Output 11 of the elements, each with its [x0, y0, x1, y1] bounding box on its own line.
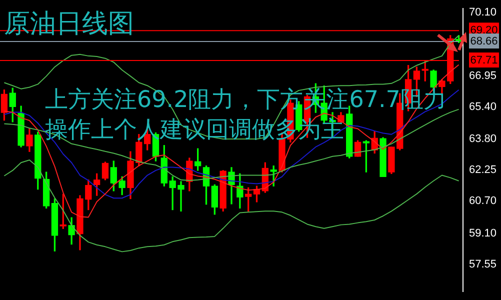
ref-line-label: 67.71: [470, 54, 498, 67]
ref-line-label: 68.66: [470, 36, 498, 48]
y-tick-label: 59.10: [469, 227, 497, 240]
ref-line-label: 69.20: [470, 24, 498, 37]
y-tick-label: 63.80: [469, 133, 497, 145]
y-tick-label: 70.10: [469, 6, 497, 19]
y-tick-label: 57.55: [469, 258, 497, 270]
y-tick-label: 66.95: [469, 70, 497, 82]
y-tick-label: 65.40: [469, 100, 497, 113]
y-tick-label: 62.25: [469, 164, 497, 176]
y-tick-label: 60.70: [469, 195, 497, 208]
